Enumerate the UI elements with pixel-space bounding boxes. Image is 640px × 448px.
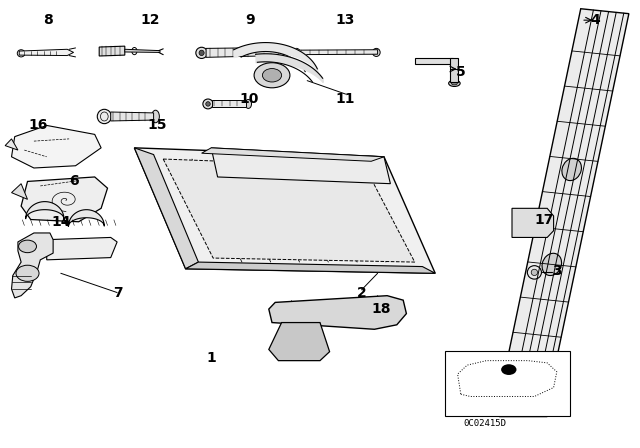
Text: 3: 3 [552, 264, 562, 278]
Text: 9: 9 [244, 13, 255, 27]
Polygon shape [450, 58, 458, 82]
Circle shape [501, 364, 516, 375]
Polygon shape [21, 177, 108, 222]
Circle shape [375, 311, 387, 319]
Ellipse shape [542, 253, 561, 276]
Ellipse shape [206, 102, 210, 106]
Text: 1: 1 [206, 351, 216, 366]
Polygon shape [512, 208, 554, 237]
Text: 2: 2 [356, 286, 367, 301]
Polygon shape [499, 403, 547, 417]
Polygon shape [26, 202, 104, 226]
Polygon shape [19, 49, 74, 56]
Polygon shape [12, 184, 28, 199]
Ellipse shape [276, 47, 284, 56]
Polygon shape [134, 148, 435, 273]
Text: 0C02415D: 0C02415D [463, 419, 507, 428]
Text: 13: 13 [336, 13, 355, 27]
Circle shape [262, 69, 282, 82]
Text: 12: 12 [141, 13, 160, 27]
Text: 11: 11 [336, 91, 355, 106]
Polygon shape [47, 237, 117, 260]
Polygon shape [211, 148, 390, 184]
Polygon shape [212, 100, 246, 107]
Text: 10: 10 [240, 91, 259, 106]
Polygon shape [496, 367, 550, 403]
Ellipse shape [449, 80, 460, 86]
Polygon shape [12, 233, 53, 298]
Ellipse shape [562, 158, 582, 181]
Ellipse shape [97, 109, 111, 124]
Ellipse shape [452, 82, 457, 85]
Text: 15: 15 [147, 118, 166, 133]
Polygon shape [202, 148, 384, 161]
Polygon shape [507, 9, 629, 366]
Circle shape [254, 63, 290, 88]
Text: 8: 8 [43, 13, 53, 27]
Ellipse shape [531, 269, 538, 276]
Text: 16: 16 [29, 118, 48, 133]
Ellipse shape [245, 99, 252, 108]
Polygon shape [294, 50, 378, 55]
Polygon shape [111, 112, 154, 121]
Circle shape [16, 265, 39, 281]
Polygon shape [186, 262, 435, 273]
Polygon shape [415, 58, 453, 64]
Text: 6: 6 [68, 174, 79, 189]
Bar [445, 351, 570, 416]
Text: 5: 5 [456, 65, 466, 79]
Polygon shape [206, 47, 278, 57]
Circle shape [19, 240, 36, 253]
Ellipse shape [372, 48, 380, 56]
Ellipse shape [292, 48, 300, 56]
Polygon shape [269, 323, 330, 361]
Polygon shape [269, 296, 406, 329]
Text: 18: 18 [371, 302, 390, 316]
Ellipse shape [203, 99, 213, 109]
Ellipse shape [527, 266, 541, 279]
Ellipse shape [17, 50, 25, 57]
Ellipse shape [152, 110, 159, 123]
Text: 14: 14 [51, 215, 70, 229]
Circle shape [369, 307, 392, 323]
Polygon shape [163, 159, 415, 262]
Text: 7: 7 [113, 286, 124, 301]
Ellipse shape [199, 50, 204, 56]
Ellipse shape [196, 47, 207, 59]
Text: 17: 17 [534, 212, 554, 227]
Polygon shape [12, 125, 101, 168]
Polygon shape [134, 148, 198, 269]
Polygon shape [5, 139, 18, 150]
Text: 4: 4 [590, 13, 600, 27]
Polygon shape [99, 46, 125, 56]
Polygon shape [125, 49, 160, 52]
